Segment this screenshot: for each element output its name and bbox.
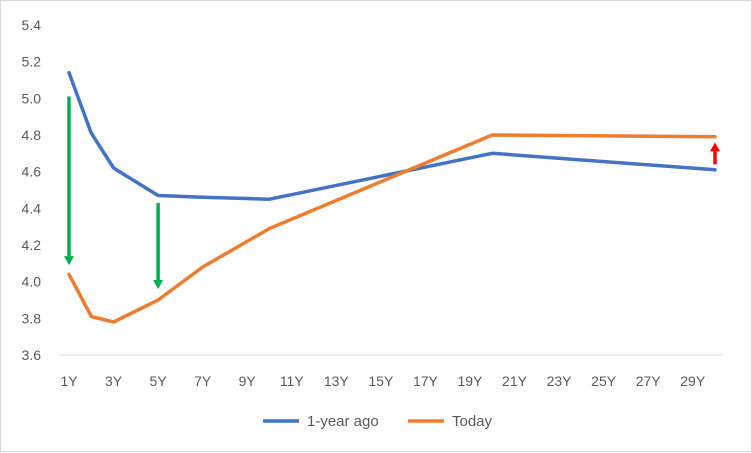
y-tick-label: 5.4 — [22, 17, 42, 33]
x-tick-label: 15Y — [368, 373, 394, 389]
y-tick-label: 3.6 — [22, 347, 42, 363]
legend-entry: 1-year ago — [263, 413, 379, 430]
annotation-layer — [64, 96, 720, 289]
x-tick-label: 5Y — [150, 373, 168, 389]
legend-label: Today — [452, 413, 493, 430]
series-layer — [67, 70, 717, 324]
x-tick-label: 1Y — [60, 373, 78, 389]
y-tick-label: 4.4 — [22, 200, 42, 216]
y-tick-label: 4.6 — [22, 164, 42, 180]
x-tick-label: 21Y — [502, 373, 528, 389]
y-tick-label: 5.0 — [22, 90, 42, 106]
legend: 1-year ago Today — [263, 413, 493, 430]
x-tick-label: 3Y — [105, 373, 123, 389]
x-axis-ticks: 1Y 3Y 5Y 7Y 9Y 11Y 13Y 15Y 17Y 19Y 21Y 23Y 25Y 27Y 29Y — [60, 373, 705, 389]
x-tick-label: 11Y — [280, 373, 305, 389]
series-line-today — [67, 133, 717, 324]
series-line-1-year-ago — [67, 70, 717, 201]
x-tick-label: 13Y — [324, 373, 350, 389]
x-tick-label: 7Y — [194, 373, 212, 389]
x-tick-label: 25Y — [591, 373, 617, 389]
legend-label: 1-year ago — [307, 413, 379, 430]
annotation-arrow — [64, 96, 74, 266]
x-tick-label: 9Y — [239, 373, 257, 389]
y-tick-label: 5.2 — [22, 54, 42, 70]
y-tick-label: 4.2 — [22, 237, 42, 253]
y-tick-label: 4.0 — [22, 274, 42, 290]
x-tick-label: 27Y — [636, 373, 662, 389]
y-axis-ticks: 3.6 3.8 4.0 4.2 4.4 4.6 4.8 5.0 5.2 5.4 — [22, 17, 42, 363]
x-tick-label: 17Y — [413, 373, 439, 389]
x-tick-label: 23Y — [547, 373, 573, 389]
x-tick-label: 19Y — [458, 373, 484, 389]
legend-entry: Today — [408, 413, 493, 430]
y-tick-label: 3.8 — [22, 310, 42, 326]
annotation-arrow — [153, 202, 164, 289]
annotation-arrow — [710, 142, 720, 165]
x-tick-label: 29Y — [680, 373, 706, 389]
y-tick-label: 4.8 — [22, 127, 42, 143]
